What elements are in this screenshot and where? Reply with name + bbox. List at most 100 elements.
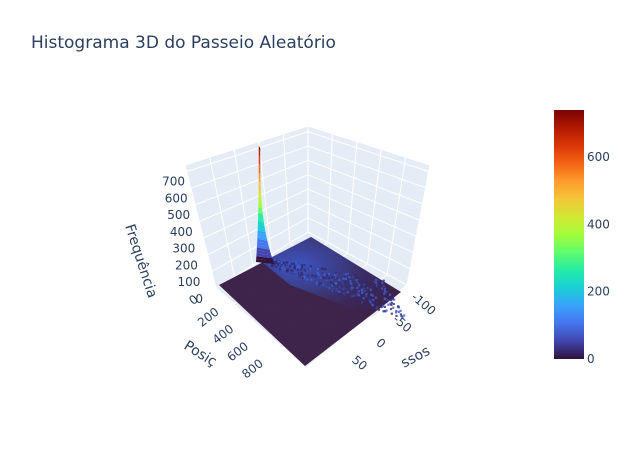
surface-cell xyxy=(362,283,365,286)
surface-cell xyxy=(291,269,294,272)
surface-cell xyxy=(305,275,309,278)
peak-segment xyxy=(258,195,262,201)
surface-cell xyxy=(346,294,349,297)
surface-cell xyxy=(293,266,296,269)
surface-cell xyxy=(390,301,393,304)
surface-cell xyxy=(392,302,395,306)
surface-cell xyxy=(350,290,354,293)
colorbar-tick: 400 xyxy=(587,217,610,231)
surface-cell xyxy=(333,277,337,280)
surface-cell xyxy=(370,293,373,296)
surface-cell xyxy=(317,274,321,277)
surface-cell xyxy=(370,297,373,301)
surface-cell xyxy=(285,268,289,271)
peak-segment xyxy=(258,212,264,218)
surface-cell xyxy=(365,293,368,296)
peak-segment xyxy=(256,244,270,250)
surface-cell xyxy=(377,292,380,295)
surface-cell xyxy=(377,289,380,292)
colorbar: 0 200 400 600 xyxy=(554,110,610,366)
surface-cell xyxy=(380,287,383,290)
surface-cell xyxy=(314,271,317,274)
surface-cell xyxy=(325,269,328,272)
surface-cell xyxy=(333,274,337,277)
surface-cell xyxy=(385,300,388,303)
z-tick: 0 xyxy=(195,292,203,306)
peak-segment xyxy=(258,175,261,180)
surface-cell xyxy=(376,277,379,281)
surface-cell xyxy=(399,313,402,316)
surface-cell xyxy=(332,283,335,286)
surface-cell xyxy=(273,258,277,261)
peak-segment xyxy=(257,221,265,227)
surface-cell xyxy=(310,278,313,281)
z-tick: 700 xyxy=(162,175,185,189)
surface-cell xyxy=(371,300,374,303)
surface-cell xyxy=(300,268,303,271)
peak-segment xyxy=(258,183,261,189)
peak-segment xyxy=(258,146,261,151)
peak-segment xyxy=(258,198,262,204)
surface-cell xyxy=(342,277,345,280)
surface-cell xyxy=(355,278,358,282)
grid-line xyxy=(307,202,414,254)
surface-cell xyxy=(375,301,378,304)
surface-cell xyxy=(282,268,285,272)
surface-cell xyxy=(330,281,333,284)
surface-cell xyxy=(277,263,281,266)
surface-cell xyxy=(327,287,330,290)
surface-cell xyxy=(279,267,282,270)
surface-cell xyxy=(345,285,349,288)
peak-segment xyxy=(258,157,261,163)
surface-cell xyxy=(309,265,312,268)
surface-cell xyxy=(374,305,377,308)
colorbar-tick-labels: 0 200 400 600 xyxy=(587,150,610,366)
surface-cell xyxy=(303,267,306,270)
surface-cell xyxy=(358,284,361,287)
surface-cell xyxy=(319,276,322,279)
surface-cell xyxy=(381,300,384,303)
peak-segment xyxy=(257,235,268,241)
y-tick: 600 xyxy=(225,339,252,364)
surface-cell xyxy=(357,291,360,294)
surface-cell xyxy=(389,302,392,305)
grid-line xyxy=(199,174,309,222)
x-axis-title: ssos xyxy=(398,343,432,371)
surface-cell xyxy=(321,276,325,279)
surface-cell xyxy=(318,268,321,271)
z-tick: 400 xyxy=(170,225,193,239)
surface-cell xyxy=(338,272,341,275)
surface-cell xyxy=(301,276,304,280)
surface-cell xyxy=(354,285,357,288)
surface-cell xyxy=(305,265,308,269)
surface-cell xyxy=(374,296,378,299)
surface-cell xyxy=(317,283,321,286)
peak-segment xyxy=(258,204,263,209)
surface[interactable] xyxy=(219,146,406,366)
y-tick: 400 xyxy=(210,322,237,347)
z-tick: 600 xyxy=(165,191,188,205)
surface-cell xyxy=(316,272,319,275)
surface-peak[interactable] xyxy=(255,146,275,264)
surface-cell xyxy=(280,261,283,264)
y-tick: 800 xyxy=(239,356,266,381)
surface-cell xyxy=(306,278,309,281)
peak-segment xyxy=(257,230,267,235)
peak-segment xyxy=(258,209,263,215)
grid-line xyxy=(307,188,417,237)
surface-cell xyxy=(293,272,296,275)
surface-cell xyxy=(351,295,354,298)
surface-cell xyxy=(372,299,375,302)
surface-cell xyxy=(303,269,307,272)
surface-cell xyxy=(368,299,371,302)
surface-cell xyxy=(391,297,394,300)
surface-cell xyxy=(316,283,319,286)
surface-cell xyxy=(303,276,306,280)
x-tick: -50 xyxy=(390,312,414,335)
surface-cell xyxy=(271,265,274,268)
surface-cell xyxy=(366,286,369,290)
peak-segment xyxy=(257,227,266,233)
surface-cell xyxy=(279,262,282,265)
surface-cell xyxy=(298,275,301,278)
